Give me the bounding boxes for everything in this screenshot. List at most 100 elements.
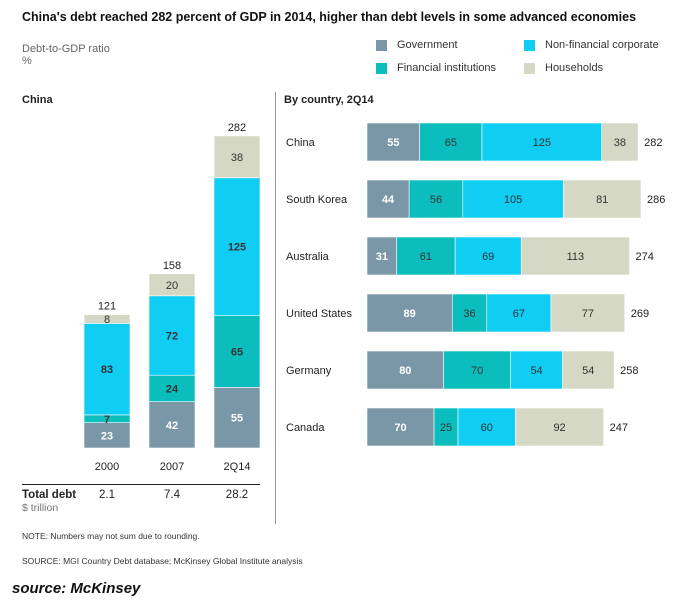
total-debt-value: 28.2 xyxy=(225,489,249,501)
bar-total-label: 121 xyxy=(98,301,116,313)
bar-households xyxy=(562,350,615,390)
bar-value-label: 8 xyxy=(104,314,110,326)
bar-households xyxy=(550,293,626,333)
source-caption: source: McKinsey xyxy=(12,580,141,597)
legend-item-non-financial-corporate: Non-financial corporate xyxy=(524,39,659,51)
bar-value-label: 20 xyxy=(166,280,178,292)
legend-swatch-households xyxy=(524,62,535,74)
bar-value-label: 113 xyxy=(567,251,585,263)
bar-government xyxy=(83,422,131,449)
bar-value-label: 77 xyxy=(582,308,594,320)
bar-value-label: 44 xyxy=(382,194,395,206)
bar-total-label: 286 xyxy=(647,194,665,206)
bar-value-label: 61 xyxy=(420,251,432,263)
bar-non-financial-corporate xyxy=(213,177,261,316)
bar-value-label: 69 xyxy=(482,251,494,263)
total-debt-value: 2.1 xyxy=(99,489,115,501)
y-tick-label: China xyxy=(286,137,316,149)
bar-non-financial-corporate xyxy=(454,236,522,276)
bar-value-label: 23 xyxy=(101,430,113,442)
bar-value-label: 56 xyxy=(430,194,442,206)
bar-value-label: 83 xyxy=(101,364,113,376)
left-panel-title: China xyxy=(22,94,53,106)
bar-financial-institutions xyxy=(443,350,512,390)
x-tick-label: 2007 xyxy=(160,461,184,473)
bar-value-label: 65 xyxy=(231,347,243,359)
bar-non-financial-corporate xyxy=(83,323,131,416)
chart-subtitle: Debt-to-GDP ratio xyxy=(22,43,110,55)
bar-financial-institutions xyxy=(213,315,261,388)
bar-government xyxy=(366,236,397,276)
bar-value-label: 54 xyxy=(582,365,594,377)
legend-label-households: Households xyxy=(545,62,604,74)
legend-label-financial-institutions: Financial institutions xyxy=(397,62,497,74)
y-tick-label: Australia xyxy=(286,251,330,263)
bar-total-label: 282 xyxy=(644,137,662,149)
bar-non-financial-corporate xyxy=(457,407,516,447)
y-tick-label: South Korea xyxy=(286,194,348,206)
bar-government xyxy=(148,401,196,449)
bar-value-label: 70 xyxy=(471,365,483,377)
bar-non-financial-corporate xyxy=(462,179,564,219)
bar-value-label: 70 xyxy=(394,422,406,434)
chart-unit: % xyxy=(22,55,32,67)
chart-title: China's debt reached 282 percent of GDP … xyxy=(22,10,637,24)
bar-value-label: 42 xyxy=(166,420,178,432)
bar-value-label: 125 xyxy=(533,137,551,149)
bar-value-label: 105 xyxy=(504,194,522,206)
legend-item-households: Households xyxy=(524,62,603,74)
bar-value-label: 125 xyxy=(228,242,246,254)
bar-total-label: 158 xyxy=(163,260,181,272)
bar-financial-institutions xyxy=(408,179,464,219)
bar-value-label: 7 xyxy=(104,414,110,426)
bar-government xyxy=(366,350,444,390)
bar-value-label: 89 xyxy=(404,308,416,320)
bar-financial-institutions xyxy=(396,236,456,276)
total-debt-rule xyxy=(22,484,260,485)
right-panel-title: By country, 2Q14 xyxy=(284,94,374,106)
bar-value-label: 55 xyxy=(387,137,399,149)
total-debt-value: 7.4 xyxy=(164,489,180,501)
legend-item-financial-institutions: Financial institutions xyxy=(376,62,496,74)
footnote: NOTE: Numbers may not sum due to roundin… xyxy=(22,531,200,541)
total-debt-label: Total debt xyxy=(22,489,77,501)
y-tick-label: Canada xyxy=(286,422,325,434)
bar-total-label: 282 xyxy=(228,122,246,134)
x-tick-label: 2Q14 xyxy=(224,461,251,473)
bar-non-financial-corporate xyxy=(510,350,563,390)
total-debt-unit: $ trillion xyxy=(22,502,59,514)
bar-total-label: 247 xyxy=(610,422,628,434)
bar-government xyxy=(366,179,410,219)
bar-households xyxy=(601,122,639,162)
bar-non-financial-corporate xyxy=(486,293,552,333)
bar-households xyxy=(83,314,131,324)
bar-total-label: 258 xyxy=(620,365,638,377)
y-tick-label: United States xyxy=(286,308,353,320)
legend-item-government: Government xyxy=(376,39,458,51)
legend-swatch-non-financial-corporate xyxy=(524,39,535,51)
bar-value-label: 25 xyxy=(440,422,452,434)
bar-value-label: 72 xyxy=(166,331,178,343)
bar-households xyxy=(515,407,604,447)
legend-label-non-financial-corporate: Non-financial corporate xyxy=(545,39,659,51)
bar-value-label: 60 xyxy=(481,422,493,434)
bar-value-label: 92 xyxy=(553,422,565,434)
bar-households xyxy=(563,179,642,219)
bar-value-label: 55 xyxy=(231,413,243,425)
bar-total-label: 269 xyxy=(631,308,649,320)
bar-government xyxy=(366,407,435,447)
bar-total-label: 274 xyxy=(636,251,654,263)
legend-label-government: Government xyxy=(397,39,458,51)
x-tick-label: 2000 xyxy=(95,461,119,473)
bar-value-label: 38 xyxy=(614,137,626,149)
bar-value-label: 24 xyxy=(166,383,179,395)
bar-value-label: 81 xyxy=(596,194,608,206)
bar-government xyxy=(366,122,420,162)
bar-government xyxy=(213,387,261,449)
bar-value-label: 80 xyxy=(399,365,411,377)
bar-households xyxy=(213,135,261,179)
bar-value-label: 38 xyxy=(231,152,243,164)
bar-value-label: 65 xyxy=(445,137,457,149)
legend-swatch-government xyxy=(376,39,387,51)
